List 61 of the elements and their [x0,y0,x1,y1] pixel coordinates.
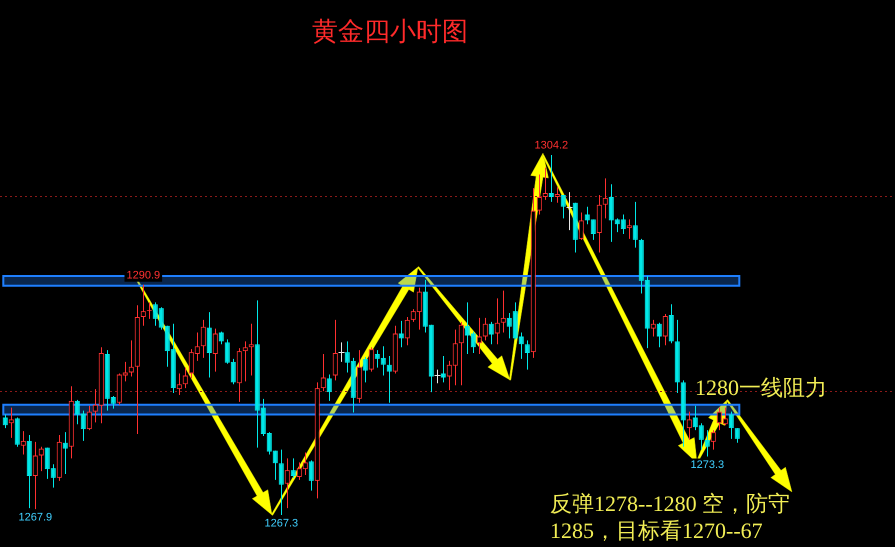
candlestick [728,411,734,440]
candlestick [242,340,248,382]
annotation: 1280一线阻力 [695,374,827,400]
candlestick [212,328,218,372]
candlestick [548,154,554,202]
candlestick [338,342,345,362]
candlestick [332,319,338,381]
candlestick [38,446,44,472]
candlestick [326,374,332,402]
candlestick [626,218,632,240]
text: 1285，目标看1270--67 [550,518,763,543]
candlestick [368,346,374,372]
candlestick [710,430,716,450]
candlestick [308,460,314,492]
candlestick [278,449,284,516]
annotation: 1267.3 [264,518,298,530]
candlestick [398,320,404,348]
candlestick [734,428,740,444]
candlestick [200,319,206,358]
candlestick [560,194,566,219]
candlestick [494,298,500,345]
candlestick [32,441,38,510]
candlestick [632,201,638,248]
candlestick [662,314,668,346]
candlestick [686,411,692,440]
candlestick [140,284,146,326]
candlestick [128,340,134,377]
candlestick [86,405,92,431]
candlestick [440,355,446,383]
candlestick [500,290,506,334]
candlestick [284,458,290,509]
candlestick [566,192,573,231]
candlestick [578,212,584,240]
candlestick [182,367,188,389]
candlestick [386,355,392,404]
annotation: 反弹1278--1280 空，防守 [550,490,790,516]
candlestick [218,331,224,345]
annotation: 1273.3 [690,458,724,471]
candlestick [554,186,560,204]
candlestick [404,316,410,346]
candlestick [602,178,608,219]
candlestick [656,322,662,348]
candlestick [458,321,464,386]
candlestick [206,312,212,378]
candlestick [434,369,441,384]
candlestick [482,317,488,341]
candlestick [542,167,548,200]
candlestick [704,430,710,457]
candlestick [8,407,14,438]
candlestick [2,414,8,429]
annotation: 1304.2 [534,140,568,152]
candlestick [524,340,530,370]
candlestick [488,321,494,345]
candlestick [476,317,482,355]
candlestick [320,354,326,392]
annotation: 1290.9 [126,269,160,282]
chart-title: 黄金四小时图 [312,17,468,46]
candlestick [290,458,296,478]
annotation: 1267.9 [18,512,52,524]
candlestick [536,174,542,216]
candlestick [362,356,368,383]
